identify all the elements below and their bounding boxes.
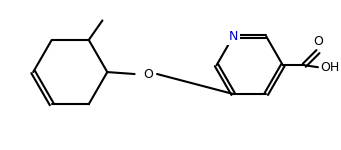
- Text: OH: OH: [320, 61, 339, 74]
- Text: O: O: [143, 68, 153, 81]
- Text: O: O: [313, 35, 323, 48]
- Text: N: N: [228, 30, 238, 43]
